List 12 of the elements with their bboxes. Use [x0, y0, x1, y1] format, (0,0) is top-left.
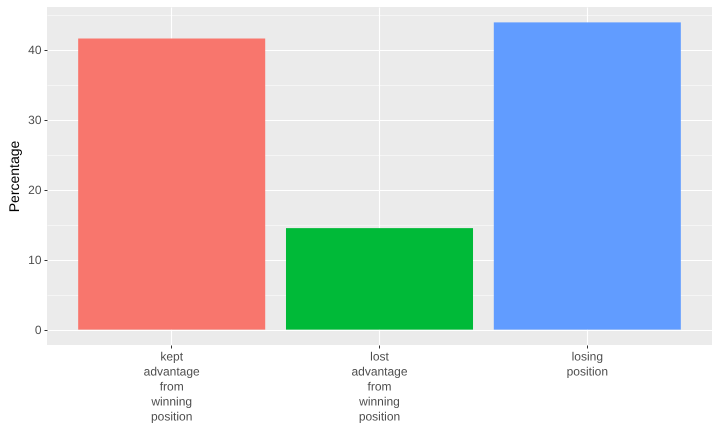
y-tick-label: 20: [28, 183, 42, 198]
bar: [494, 22, 681, 330]
x-tick-label: kept advantage from winning position: [144, 350, 200, 424]
bar: [286, 228, 474, 330]
y-tick-label: 30: [28, 113, 42, 128]
y-tick-label: 0: [34, 323, 42, 338]
x-tick-label: lost advantage from winning position: [351, 350, 408, 424]
bar: [78, 38, 266, 330]
y-tick-label: 10: [28, 253, 42, 268]
y-axis-title: Percentage: [6, 140, 22, 212]
y-tick-label: 40: [28, 43, 42, 58]
x-tick-label: losing position: [566, 350, 608, 378]
